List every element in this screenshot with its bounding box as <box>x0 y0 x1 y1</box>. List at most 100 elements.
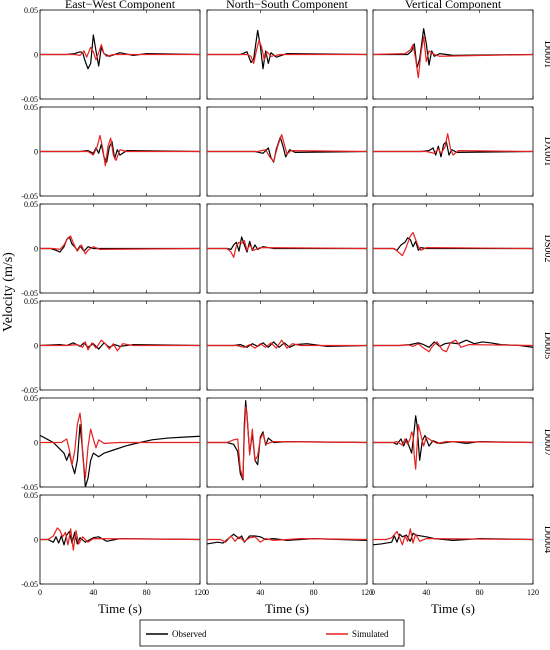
trace-group <box>373 133 533 158</box>
simulated-trace <box>207 406 367 479</box>
station-label: DS002 <box>542 235 550 263</box>
x-tick-label: 80 <box>476 588 484 597</box>
panel-d0007-1 <box>206 397 368 488</box>
y-tick-label: -0.05 <box>21 483 38 492</box>
simulated-trace <box>373 133 533 156</box>
simulated-trace <box>40 235 200 255</box>
trace-group <box>40 527 200 551</box>
simulated-trace <box>207 133 367 162</box>
simulated-trace <box>207 339 367 349</box>
panel-d0001-0: 0.05 0 -0.05 <box>21 6 201 104</box>
panel-dx001-2: DX001 <box>372 106 550 197</box>
x-axis-label: Time (s) <box>265 601 309 616</box>
y-tick-label: -0.05 <box>21 289 38 298</box>
x-tick-label: 40 <box>422 588 430 597</box>
column-title: Vertical Component <box>405 0 502 11</box>
y-tick-label: -0.05 <box>21 580 38 589</box>
x-tick-label: 40 <box>89 588 97 597</box>
x-tick-label: 80 <box>143 588 151 597</box>
simulated-trace <box>40 412 200 479</box>
column-title: East−West Component <box>65 0 176 11</box>
x-tick-label: 120 <box>194 588 206 597</box>
observed-trace <box>373 141 533 158</box>
observed-trace <box>207 29 367 70</box>
x-tick-label: 120 <box>527 588 539 597</box>
y-tick-label: 0 <box>34 148 38 157</box>
panel-d0007-0: 0.05 0 -0.05 <box>21 394 201 492</box>
x-tick-label: 0 <box>38 588 42 597</box>
y-tick-label: 0.05 <box>24 200 38 209</box>
x-tick-label: 0 <box>205 588 209 597</box>
observed-trace <box>207 341 367 348</box>
x-tick-label: 0 <box>371 588 375 597</box>
y-axis-label: Velocity (m/s) <box>1 252 16 332</box>
legend-observed-label: Observed <box>172 629 207 639</box>
trace-group <box>373 528 533 546</box>
panel-d0005-1 <box>206 300 368 391</box>
simulated-trace <box>207 239 367 258</box>
legend: Observed Simulated <box>139 619 405 647</box>
y-tick-label: -0.05 <box>21 386 38 395</box>
observed-trace <box>373 339 533 348</box>
trace-group <box>40 339 200 352</box>
panel-d0005-2: D0005 <box>372 300 550 391</box>
column-titles: East−West Component North−South Component… <box>65 0 502 11</box>
panel-d0005-0: 0.05 0 -0.05 <box>21 297 201 395</box>
legend-box <box>139 619 405 647</box>
simulated-trace <box>373 231 533 257</box>
simulated-trace <box>40 527 200 551</box>
y-tick-label: 0.05 <box>24 103 38 112</box>
trace-group <box>373 28 533 79</box>
observed-trace <box>207 136 367 163</box>
station-label: D0005 <box>542 332 550 359</box>
observed-trace <box>373 28 533 69</box>
panel-ds002-2: DS002 <box>372 203 550 294</box>
panel-dx001-0: 0.05 0 -0.05 <box>21 103 201 201</box>
legend-simulated-label: Simulated <box>352 629 389 639</box>
trace-group <box>40 134 200 167</box>
panel-grid: 0.05 0 -0.05 D0001 0.05 0 -0.05 DX001 0.05 0 -0.05… <box>21 6 550 589</box>
simulated-trace <box>40 339 200 352</box>
x-tick-label: 80 <box>310 588 318 597</box>
trace-group <box>207 400 367 481</box>
y-tick-label: 0 <box>34 439 38 448</box>
y-tick-label: -0.05 <box>21 95 38 104</box>
station-label: D0007 <box>542 429 550 456</box>
y-tick-label: 0.05 <box>24 491 38 500</box>
observed-trace <box>40 34 200 70</box>
trace-group <box>40 235 200 255</box>
trace-group <box>373 415 533 470</box>
column-title: North−South Component <box>226 0 348 11</box>
panel-ds002-1 <box>206 203 368 294</box>
simulated-trace <box>40 134 200 167</box>
trace-group <box>373 339 533 353</box>
simulated-trace <box>207 39 367 64</box>
panel-d0001-2: D0001 <box>372 9 550 100</box>
panel-d0004-0: 0.05 0 -0.05 <box>21 491 201 589</box>
x-tick-label: 40 <box>256 588 264 597</box>
x-axis-labels: 0 40 80 120 Time (s) 0 40 80 120 Time (s) 0 40 80 120… <box>38 588 539 616</box>
y-tick-label: -0.05 <box>21 192 38 201</box>
observed-trace <box>40 236 200 253</box>
simulated-trace <box>207 535 367 543</box>
trace-group <box>207 29 367 70</box>
panel-ds002-0: 0.05 0 -0.05 <box>21 200 201 298</box>
trace-group <box>207 533 367 545</box>
y-tick-label: 0.05 <box>24 297 38 306</box>
y-tick-label: 0 <box>34 342 38 351</box>
y-tick-label: 0 <box>34 51 38 60</box>
trace-group <box>207 236 367 258</box>
trace-group <box>40 412 200 487</box>
simulated-trace <box>373 36 533 79</box>
panel-d0004-1 <box>206 494 368 585</box>
simulated-trace <box>373 528 533 546</box>
y-tick-label: 0 <box>34 536 38 545</box>
trace-group <box>40 34 200 70</box>
simulated-trace <box>373 339 533 353</box>
panel-d0001-1 <box>206 9 368 100</box>
trace-group <box>373 231 533 257</box>
simulated-trace <box>373 424 533 470</box>
simulated-trace <box>40 44 200 61</box>
panel-d0004-2: D0004 <box>372 494 550 585</box>
station-label: D0001 <box>542 41 550 68</box>
